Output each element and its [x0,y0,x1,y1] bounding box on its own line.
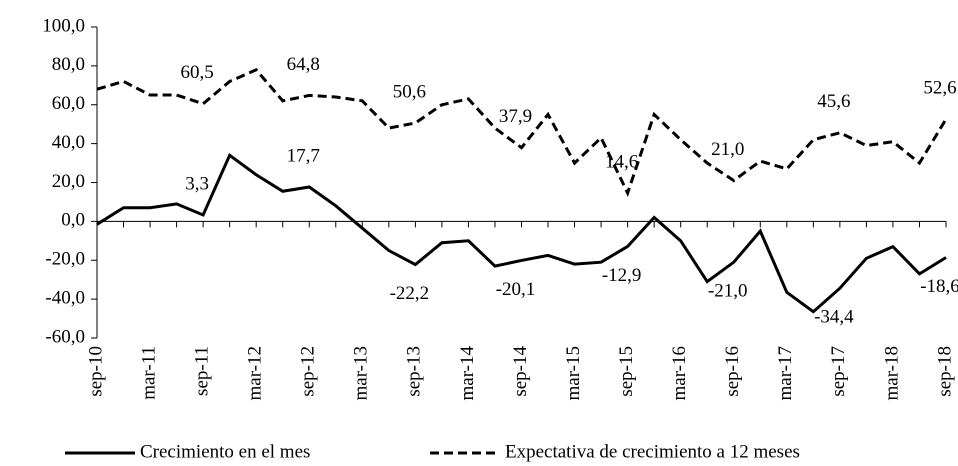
y-tick-label: -60,0 [45,326,85,347]
y-tick-label: 0,0 [61,210,85,231]
data-label: 50,6 [393,81,426,102]
data-label: 21,0 [711,139,744,160]
legend-label: Expectativa de crecimiento a 12 meses [505,441,800,462]
x-tick-label: mar-11 [138,346,159,400]
y-tick-label: 60,0 [52,93,85,114]
x-tick-label: sep-12 [298,346,319,397]
y-tick-label: 80,0 [52,54,85,75]
data-label: -18,6 [920,276,958,297]
data-label: 60,5 [181,62,214,83]
x-tick-label: sep-15 [616,346,637,397]
x-tick-label: mar-13 [351,346,372,401]
x-tick-label: sep-16 [722,346,743,397]
data-label: -34,4 [814,307,854,328]
y-tick-label: -40,0 [45,287,85,308]
data-label: -22,2 [390,283,430,304]
y-tick-label: 100,0 [42,15,85,36]
x-tick-label: sep-11 [191,346,212,396]
x-tick-label: mar-18 [881,346,902,401]
data-label: 45,6 [817,91,850,112]
x-tick-label: sep-17 [828,346,849,397]
y-tick-label: -20,0 [45,249,85,270]
x-tick-label: mar-16 [669,346,690,401]
x-tick-label: sep-13 [404,346,425,397]
x-tick-label: sep-14 [510,346,531,397]
x-tick-label: mar-14 [457,346,478,401]
x-tick-label: sep-10 [85,346,106,397]
data-label: 37,9 [499,106,532,127]
data-label: 52,6 [923,77,956,98]
data-label: 3,3 [185,173,209,194]
y-tick-label: 40,0 [52,132,85,153]
x-tick-label: mar-15 [563,346,584,401]
data-label: 64,8 [287,54,320,75]
y-tick-label: 20,0 [52,171,85,192]
data-label: -20,1 [496,279,536,300]
data-label: -12,9 [602,265,642,286]
x-tick-label: sep-18 [934,346,955,397]
x-tick-label: mar-12 [245,346,266,401]
x-tick-label: mar-17 [775,346,796,401]
series-line [96,152,947,314]
data-label: -21,0 [708,281,748,302]
data-label: 14,6 [605,151,638,172]
data-label: 17,7 [287,145,320,166]
legend-label: Crecimiento en el mes [140,441,310,462]
series-line [96,67,948,197]
